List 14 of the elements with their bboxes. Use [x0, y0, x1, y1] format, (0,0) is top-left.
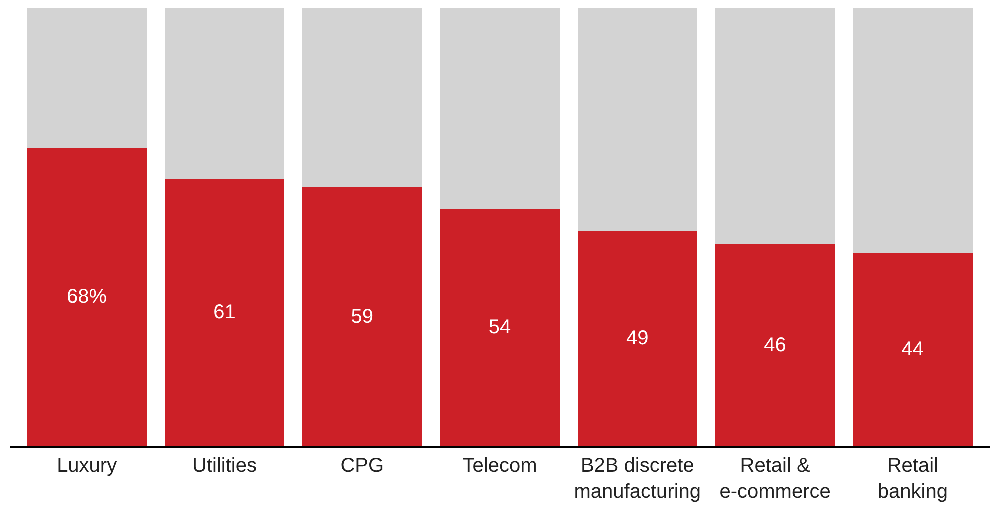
- x-tick-label: Luxury: [57, 454, 118, 477]
- data-label: 59: [351, 306, 374, 328]
- data-label: 68%: [66, 286, 108, 308]
- data-label: 61: [214, 301, 236, 324]
- x-tick-label: CPG: [340, 454, 384, 477]
- data-label: 54: [488, 316, 512, 339]
- x-tick-label: Utilities: [192, 454, 257, 477]
- data-label: 49: [626, 328, 649, 350]
- data-label: 44: [902, 338, 924, 361]
- x-tick-label: B2B discrete manufacturing: [574, 454, 702, 503]
- x-tick-label: Retail banking: [878, 454, 948, 503]
- x-tick-label: Retail & e-commerce: [720, 454, 831, 503]
- x-tick-label: Telecom: [462, 454, 538, 477]
- data-label: 46: [764, 334, 786, 356]
